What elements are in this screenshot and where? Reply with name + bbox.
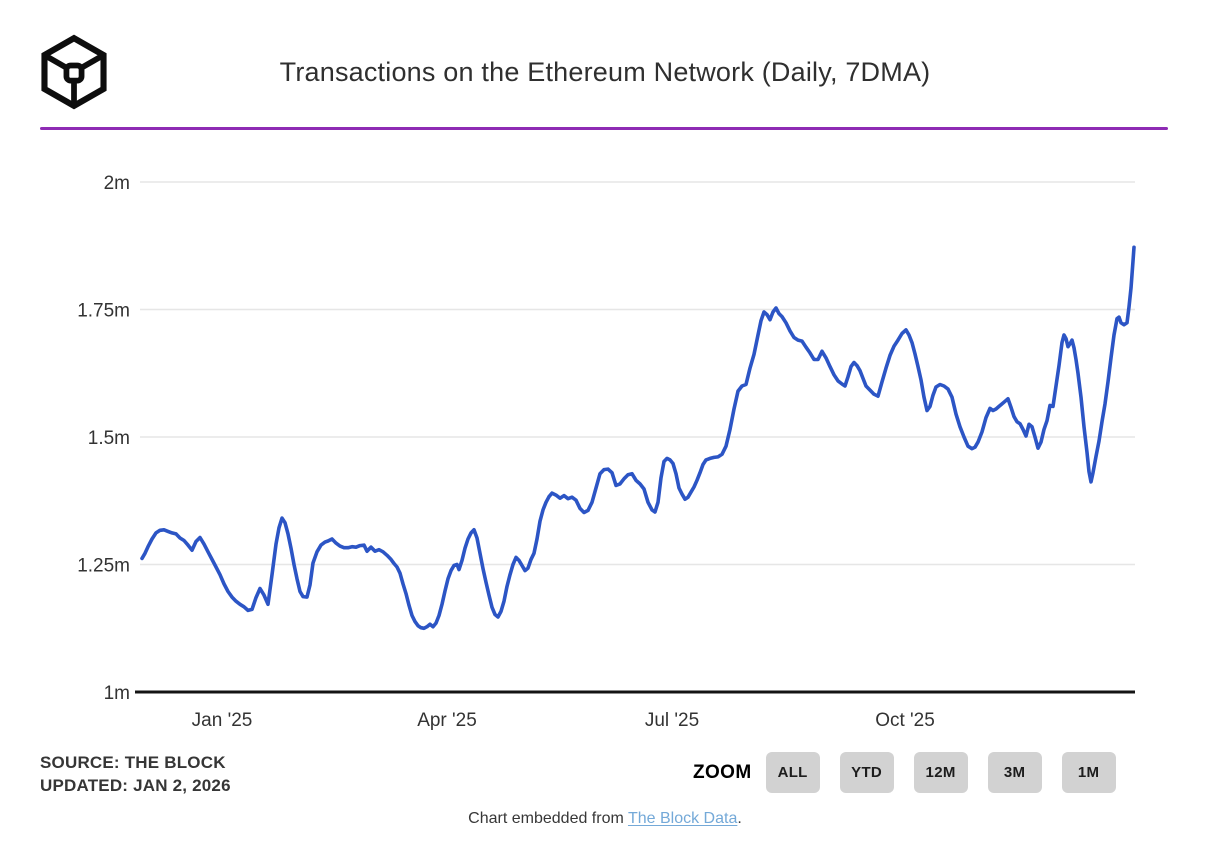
x-tick-label: Jul '25 <box>645 710 699 731</box>
logo-inner-cube <box>63 62 85 84</box>
series-layer <box>140 245 1136 631</box>
x-tick-label: Apr '25 <box>417 710 477 731</box>
x-tick-label: Oct '25 <box>875 710 935 731</box>
logo-edge-left <box>43 52 70 72</box>
zoom-button-12m[interactable]: 12M <box>913 752 968 793</box>
y-tick-label: 1m <box>104 683 130 704</box>
x-tick-label: Jan '25 <box>192 710 253 731</box>
the-block-data-link[interactable]: The Block Data <box>627 810 738 827</box>
source-line: SOURCE: THE BLOCK <box>40 753 226 772</box>
gridlines <box>140 181 1135 566</box>
zoom-controls: ZOOM ALL YTD 12M 3M 1M <box>693 752 1116 793</box>
zoom-button-all[interactable]: ALL <box>765 752 820 793</box>
zoom-button-3m[interactable]: 3M <box>987 752 1042 793</box>
embed-note-period: . <box>737 810 742 827</box>
y-tick-label: 1.5m <box>88 428 130 449</box>
axis-labels: 2m 1.75m 1.5m 1.25m 1m Jan '25 Apr '25 Jul '25 O… <box>77 173 935 731</box>
header-divider <box>40 127 1168 130</box>
zoom-button-1m[interactable]: 1M <box>1061 752 1116 793</box>
y-tick-label: 1.75m <box>77 301 130 322</box>
chart-title: Transactions on the Ethereum Network (Da… <box>279 57 931 87</box>
y-tick-label: 2m <box>104 173 130 194</box>
series-line <box>140 245 1136 631</box>
source-attribution: SOURCE: THE BLOCK UPDATED: JAN 2, 2026 <box>40 751 231 797</box>
embed-note-text: Chart embedded from <box>468 810 628 827</box>
the-block-logo <box>41 34 107 110</box>
zoom-button-ytd[interactable]: YTD <box>839 752 894 793</box>
y-tick-label: 1.25m <box>77 556 130 577</box>
zoom-label: ZOOM <box>693 761 752 783</box>
embed-note: Chart embedded from The Block Data. <box>0 810 1210 828</box>
logo-edge-right <box>78 52 105 72</box>
updated-line: UPDATED: JAN 2, 2026 <box>40 776 231 795</box>
